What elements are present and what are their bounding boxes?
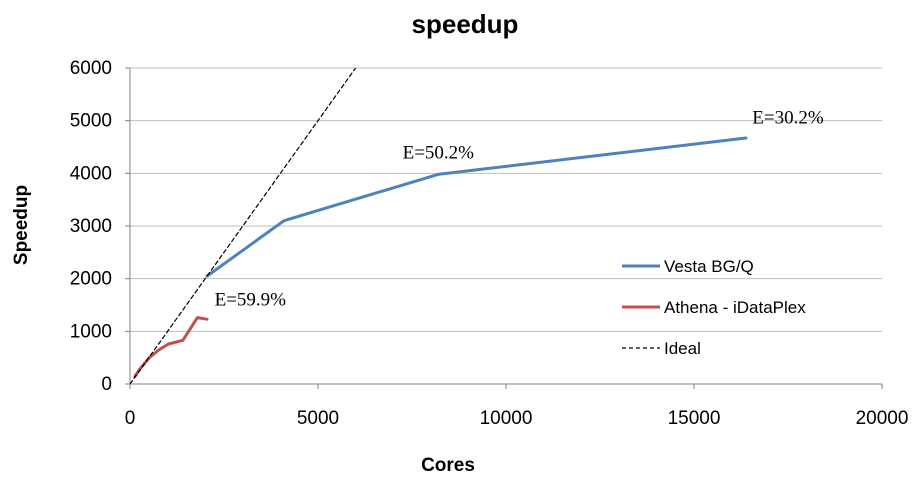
x-axis-label: Cores [421,455,475,476]
series-line-athena-idataplex [133,316,209,379]
efficiency-annotation: E=59.9% [215,290,287,311]
y-tick-label: 1000 [70,321,112,342]
series-line-ideal [130,68,357,384]
chart-title: speedup [412,9,519,39]
y-tick-label: 0 [101,374,112,395]
y-axis-label: Speedup [11,185,32,265]
series-layer [130,68,748,384]
legend: Vesta BG/Q Athena - iDataPlex Ideal [622,257,806,358]
x-tick-label: 5000 [297,408,339,429]
legend-label: Ideal [664,339,701,358]
legend-label: Vesta BG/Q [664,257,754,276]
x-tick-label: 0 [125,408,136,429]
grid-layer [130,67,882,332]
legend-label: Athena - iDataPlex [664,298,806,317]
x-tick-label: 10000 [480,408,533,429]
y-tick-label: 6000 [70,58,112,79]
y-tick-label: 5000 [70,111,112,132]
y-tick-label: 2000 [70,269,112,290]
x-tick-label: 15000 [668,408,721,429]
axis-layer: 0 1000 2000 3000 4000 5000 6000 0 5000 10000 15000… [70,58,909,429]
x-tick-label: 20000 [856,408,909,429]
y-tick-label: 4000 [70,163,112,184]
efficiency-annotation: E=50.2% [403,143,475,164]
y-tick-label: 3000 [70,216,112,237]
efficiency-annotation: E=30.2% [752,107,824,128]
series-line-vesta-bg-q [205,136,748,278]
annotation-layer: E=30.2% E=50.2% E=59.9% [215,107,824,310]
